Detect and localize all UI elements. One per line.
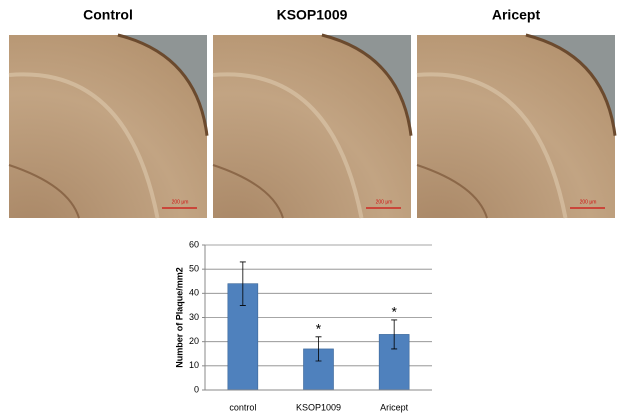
- tissue-layer: [416, 72, 568, 219]
- y-tick-label: 50: [189, 264, 199, 274]
- scale-bar-label: 200 μm: [376, 199, 393, 205]
- x-tick-label: control: [229, 402, 256, 412]
- background-region: [321, 35, 411, 136]
- panel-title: KSOP1009: [277, 7, 348, 23]
- y-tick-label: 0: [194, 384, 199, 394]
- y-tick-label: 40: [189, 288, 199, 298]
- micrograph-panels: Control 200 μm KSOP1009 200 μm Aricept 200 μm: [8, 7, 617, 219]
- y-axis-title: Number of Plaque/mm2: [174, 267, 184, 368]
- tissue-edge: [321, 33, 413, 136]
- scale-bar-label: 200 μm: [580, 199, 597, 205]
- x-tick-label: KSOP1009: [296, 402, 341, 412]
- significance-marker: *: [316, 321, 322, 337]
- y-tick-label: 10: [189, 360, 199, 370]
- x-tick-label: Aricept: [380, 402, 409, 412]
- tissue-edge: [525, 33, 617, 136]
- tissue-layer: [212, 164, 284, 219]
- y-tick-label: 30: [189, 312, 199, 322]
- tissue-edge: [117, 33, 209, 136]
- panel-title: Aricept: [492, 7, 541, 23]
- y-tick-label: 60: [189, 239, 199, 249]
- error-bar: [315, 336, 322, 362]
- bar-chart: Number of Plaque/mm2 0 10 20 30 40 50 60 control…: [174, 239, 432, 412]
- tissue-layer: [212, 72, 364, 219]
- significance-marker: *: [391, 304, 397, 320]
- tissue-layer: [416, 164, 488, 219]
- error-bar: [239, 261, 246, 306]
- background-region: [525, 35, 615, 136]
- panel-title: Control: [83, 7, 133, 23]
- background-region: [117, 35, 207, 136]
- tissue-layer: [8, 164, 80, 219]
- error-bar: [391, 319, 398, 350]
- scale-bar-label: 200 μm: [172, 199, 189, 205]
- y-tick-label: 20: [189, 336, 199, 346]
- tissue-layer: [8, 72, 160, 219]
